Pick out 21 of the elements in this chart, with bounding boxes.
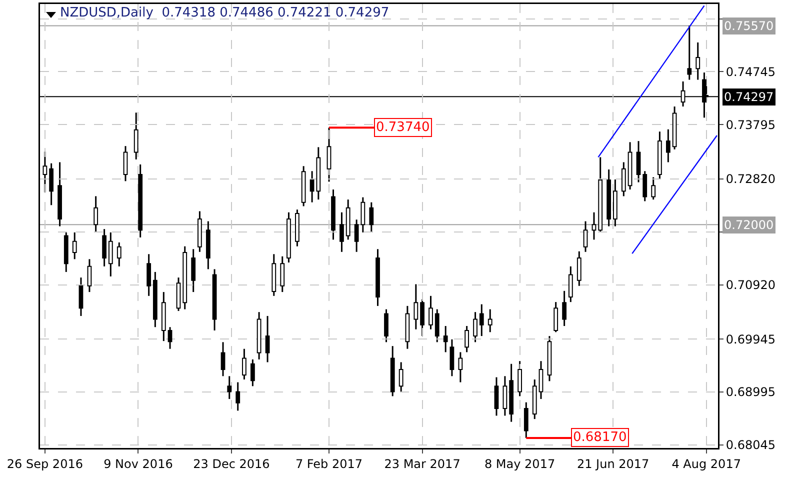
x-tick-label: 8 May 2017 xyxy=(484,456,556,471)
x-tick-label: 26 Sep 2016 xyxy=(6,456,83,471)
chart-title: NZDUSD,Daily 0.74318 0.74486 0.74221 0.74297 xyxy=(60,5,390,20)
y-tick-label: 0.70920 xyxy=(726,278,776,292)
y-tick-label: 0.74745 xyxy=(726,64,776,79)
x-tick-label: 7 Feb 2017 xyxy=(295,456,363,471)
ref-line-label: 0.75570 xyxy=(724,19,774,33)
annotation: 0.73740 xyxy=(376,120,430,135)
x-tick-label: 9 Nov 2016 xyxy=(104,456,173,471)
x-tick-label: 23 Mar 2017 xyxy=(384,456,460,471)
x-tick-label: 21 Jun 2017 xyxy=(576,456,650,471)
ref-line-label: 0.72000 xyxy=(724,218,774,232)
y-tick-label: 0.68995 xyxy=(726,385,776,400)
x-tick-label: 4 Aug 2017 xyxy=(672,456,741,471)
y-tick-label: 0.69945 xyxy=(726,332,776,346)
y-tick-label: 0.72820 xyxy=(726,172,776,186)
ref-line-label: 0.74297 xyxy=(724,90,774,104)
y-tick-label: 0.68045 xyxy=(726,438,776,452)
x-tick-label: 23 Dec 2016 xyxy=(193,456,270,471)
y-tick-label: 0.73795 xyxy=(726,118,776,132)
annotation: 0.68170 xyxy=(573,430,627,445)
